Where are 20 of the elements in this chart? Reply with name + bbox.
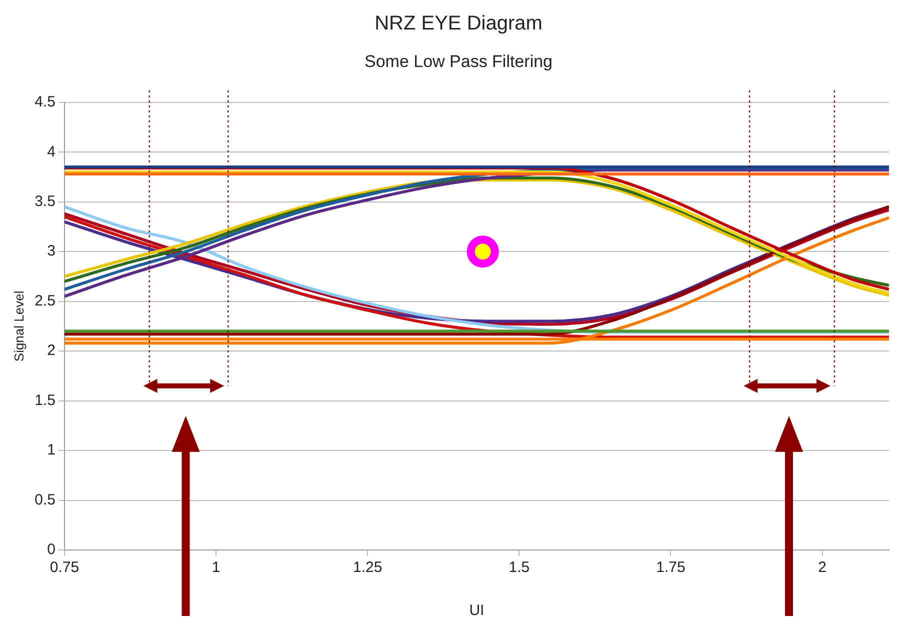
x-tick-label: 1 [212, 559, 220, 576]
y-tick-label: 4 [47, 143, 56, 160]
x-tick-label: 1.5 [508, 559, 530, 576]
y-tick-label: 3 [47, 242, 56, 260]
x-axis-title: UI [469, 602, 484, 620]
y-tick-label: 1 [47, 442, 56, 459]
x-tick-label: 2 [818, 559, 826, 576]
x-tick-label: 1.25 [352, 559, 382, 576]
y-tick-label: 2 [47, 342, 56, 360]
y-tick-label: 3.5 [34, 193, 56, 210]
y-axis-title: Signal Level [11, 290, 26, 362]
y-tick-label: 1.5 [34, 392, 56, 409]
chart-subtitle: Some Low Pass Filtering [364, 52, 553, 71]
y-tick-label: 0.5 [34, 491, 56, 508]
y-tick-label: 0 [47, 541, 56, 558]
y-tick-label: 4.5 [34, 94, 56, 111]
x-tick-label: 1.75 [656, 559, 686, 576]
chart-title: NRZ EYE Diagram [374, 12, 542, 35]
x-tick-label: 0.75 [50, 559, 80, 576]
y-tick-label: 2.5 [34, 292, 56, 310]
